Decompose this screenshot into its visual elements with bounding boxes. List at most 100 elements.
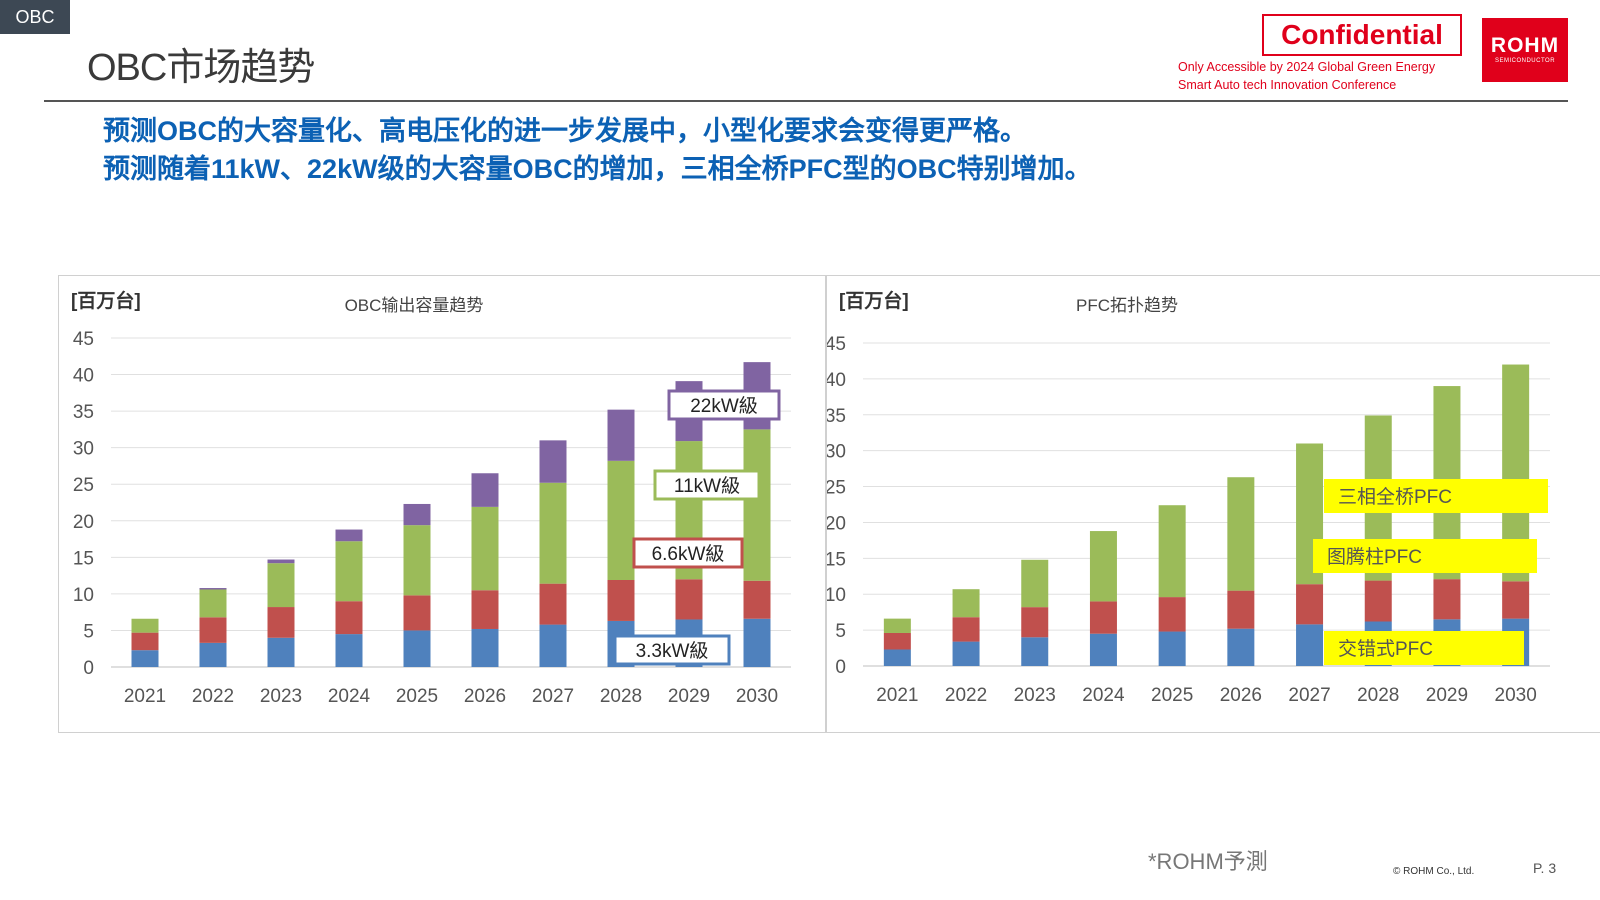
bar-segment xyxy=(952,589,980,618)
bar-segment xyxy=(1296,624,1324,666)
y-tick-label: 0 xyxy=(83,658,94,679)
bar-segment xyxy=(335,529,363,542)
series-label-box xyxy=(1324,631,1524,665)
bar-segment xyxy=(1158,631,1186,666)
x-tick-label: 2026 xyxy=(1220,685,1262,706)
y-tick-label: 5 xyxy=(835,621,846,642)
bar-segment xyxy=(1021,637,1049,666)
section-tag: OBC xyxy=(0,0,70,34)
bar-segment xyxy=(471,628,499,667)
y-tick-label: 5 xyxy=(83,621,94,642)
series-label: 三相全桥PFC xyxy=(1338,486,1452,508)
series-label: 6.6kW級 xyxy=(652,543,725,565)
bar-segment xyxy=(199,588,227,590)
y-tick-label: 30 xyxy=(73,439,94,460)
confidential-note-line1: Only Accessible by 2024 Global Green Ene… xyxy=(1178,60,1436,74)
x-tick-label: 2022 xyxy=(192,686,234,707)
page-number: P. 3 xyxy=(1533,860,1557,876)
x-tick-label: 2023 xyxy=(1014,685,1056,706)
y-tick-label: 10 xyxy=(73,585,94,606)
bar-segment xyxy=(335,601,363,635)
series-label-box xyxy=(1324,479,1548,513)
pfc-topology-chart-panel: [百万台] PFC拓扑趋势 0 5 10 15 20 25 30 35 40 45 2021 2022 20… xyxy=(826,275,1600,733)
bar-segment xyxy=(335,634,363,667)
series-label-box xyxy=(632,537,744,569)
bar-segment xyxy=(952,641,980,666)
bar-segment xyxy=(1433,579,1461,620)
x-tick-label: 2022 xyxy=(945,685,987,706)
x-tick-label: 2026 xyxy=(464,686,506,707)
logo-sub: SEMICONDUCTOR xyxy=(1494,58,1556,64)
y-tick-label: 40 xyxy=(73,366,94,387)
bar-segment xyxy=(883,618,911,633)
bar-segment xyxy=(1227,477,1255,591)
bar-segment xyxy=(1158,597,1186,632)
y-tick-label: 35 xyxy=(827,406,846,427)
x-tick-label: 2025 xyxy=(396,686,438,707)
bar-segment xyxy=(131,618,159,633)
bar-segment xyxy=(743,618,771,667)
x-tick-label: 2025 xyxy=(1151,685,1193,706)
bar-segment xyxy=(883,649,911,666)
series-label-box xyxy=(1313,539,1537,573)
bar-segment xyxy=(1364,580,1392,622)
x-tick-label: 2029 xyxy=(668,686,710,707)
bar-segment xyxy=(471,473,499,507)
forecast-note: *ROHM予測 xyxy=(1148,849,1268,874)
x-tick-label: 2023 xyxy=(260,686,302,707)
bar-segment xyxy=(199,617,227,643)
bar-segment xyxy=(335,541,363,602)
y-axis-label: [百万台] xyxy=(839,289,909,312)
x-tick-label: 2024 xyxy=(328,686,371,707)
bar-segment xyxy=(1158,505,1186,598)
bar-segment xyxy=(1021,559,1049,608)
x-tick-label: 2027 xyxy=(1288,685,1330,706)
bar-segment xyxy=(1089,531,1117,602)
bar-segment xyxy=(1502,581,1530,619)
y-tick-label: 20 xyxy=(73,512,94,533)
y-tick-label: 25 xyxy=(73,475,94,496)
y-tick-label: 15 xyxy=(73,548,94,569)
x-tick-label: 2027 xyxy=(532,686,574,707)
title-divider xyxy=(44,100,1568,102)
copyright: © ROHM Co., Ltd. xyxy=(1393,866,1475,877)
x-tick-label: 2021 xyxy=(876,685,918,706)
y-tick-label: 30 xyxy=(827,442,846,463)
chart-title: PFC拓扑趋势 xyxy=(1076,296,1178,315)
confidential-badge: Confidential xyxy=(1262,14,1462,56)
bar-segment xyxy=(403,595,431,631)
x-tick-label: 2030 xyxy=(1495,685,1537,706)
bar-segment xyxy=(199,642,227,667)
bar-segment xyxy=(607,460,635,580)
series-label: 交错式PFC xyxy=(1338,638,1433,660)
bar-segment xyxy=(1021,607,1049,638)
bar-segment xyxy=(607,579,635,621)
series-label-box xyxy=(653,469,761,501)
x-tick-label: 2021 xyxy=(124,686,166,707)
series-label: 22kW級 xyxy=(690,395,758,417)
series-label: 11kW級 xyxy=(674,475,740,497)
y-tick-label: 20 xyxy=(827,513,846,534)
series-label: 3.3kW級 xyxy=(636,640,709,662)
y-tick-label: 25 xyxy=(827,478,846,499)
y-tick-label: 10 xyxy=(827,585,846,606)
x-tick-label: 2028 xyxy=(600,686,642,707)
bar-segment xyxy=(539,624,567,667)
y-tick-label: 35 xyxy=(73,402,94,423)
y-tick-label: 45 xyxy=(73,329,94,350)
bar-segment xyxy=(471,506,499,591)
rohm-logo: ROHM SEMICONDUCTOR xyxy=(1482,18,1568,82)
y-axis-label: [百万台] xyxy=(71,289,141,312)
y-tick-label: 0 xyxy=(835,657,846,678)
bar-segment xyxy=(1227,628,1255,666)
bar-segment xyxy=(539,482,567,584)
bar-segment xyxy=(403,630,431,667)
logo-main: ROHM xyxy=(1490,34,1560,57)
bar-segment xyxy=(743,429,771,581)
obc-capacity-chart-panel: [百万台] OBC输出容量趋势 0 5 10 15 20 25 30 35 40 45 2021 2022… xyxy=(58,275,826,733)
bar-segment xyxy=(267,563,295,608)
chart-title: OBC输出容量趋势 xyxy=(345,296,484,315)
series-label-box xyxy=(613,634,731,666)
bar-segment xyxy=(471,590,499,629)
